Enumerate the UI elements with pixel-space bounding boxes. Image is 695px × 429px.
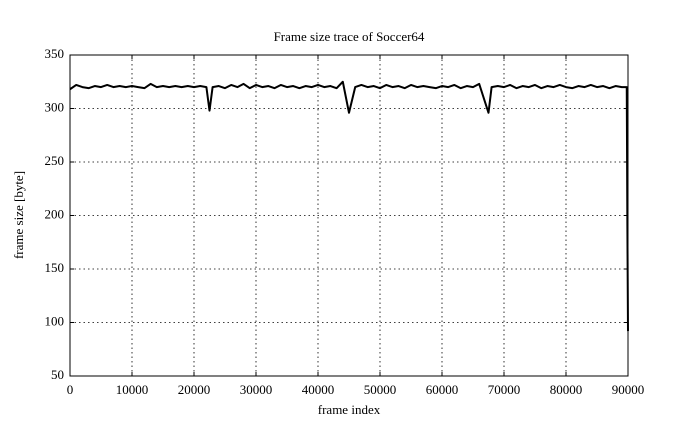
data-line: [69, 80, 629, 332]
x-tick-label: 70000: [488, 382, 521, 397]
x-tick-label: 0: [67, 382, 74, 397]
y-tick-label: 300: [45, 99, 65, 114]
y-tick-label: 100: [45, 313, 65, 328]
x-tick-label: 10000: [116, 382, 149, 397]
x-tick-label: 80000: [550, 382, 583, 397]
y-tick-label: 250: [45, 153, 65, 168]
x-axis-label: frame index: [318, 402, 381, 417]
x-tick-label: 40000: [302, 382, 335, 397]
grid: [69, 54, 629, 377]
x-tick-label: 90000: [612, 382, 645, 397]
x-tick-label: 30000: [240, 382, 273, 397]
y-tick-label: 150: [45, 260, 65, 275]
y-axis-label: frame size [byte]: [11, 171, 26, 259]
x-tick-label: 20000: [178, 382, 211, 397]
y-tick-label: 50: [51, 367, 64, 382]
y-tick-label: 350: [45, 46, 65, 61]
plot: [69, 80, 629, 332]
y-tick-label: 200: [45, 206, 65, 221]
chart-title: Frame size trace of Soccer64: [274, 29, 425, 44]
x-tick-label: 50000: [364, 382, 397, 397]
x-tick-label: 60000: [426, 382, 459, 397]
